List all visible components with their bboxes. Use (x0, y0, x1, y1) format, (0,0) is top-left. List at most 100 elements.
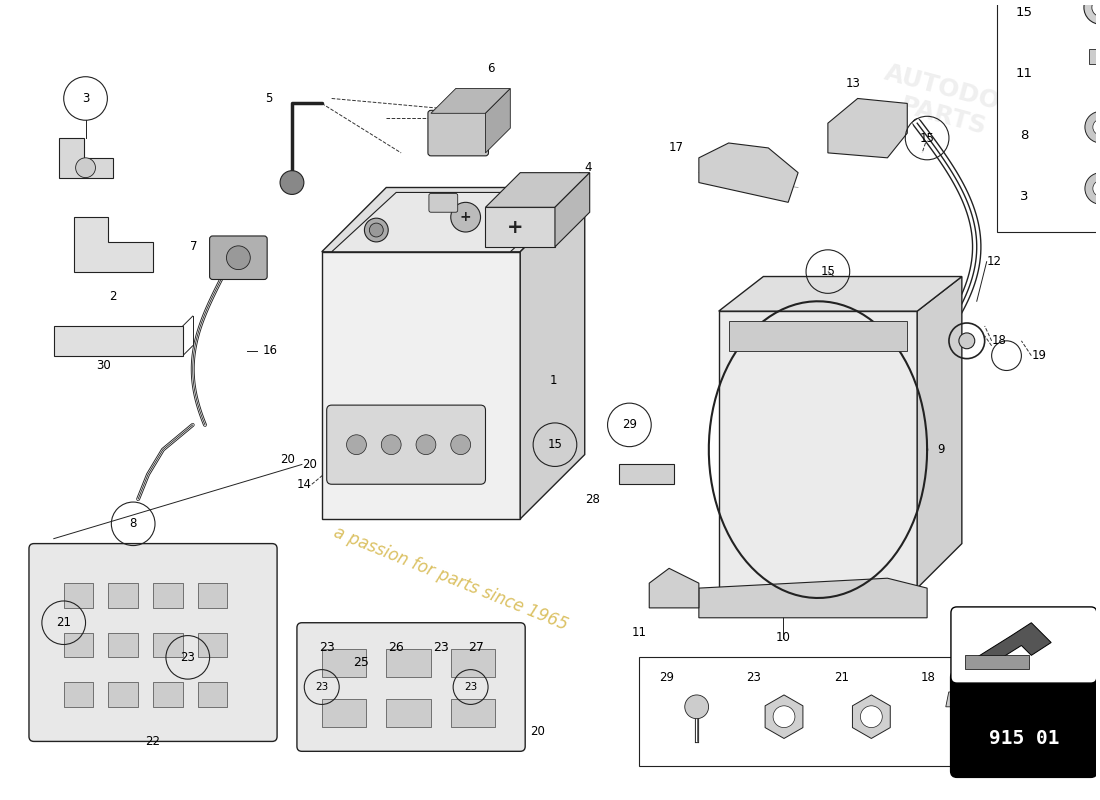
Bar (965, 655, 1030, 670)
Polygon shape (728, 321, 908, 350)
Text: 1: 1 (550, 374, 558, 387)
FancyBboxPatch shape (327, 405, 485, 484)
Bar (64, 682, 94, 707)
FancyBboxPatch shape (950, 671, 1097, 777)
Circle shape (1093, 181, 1100, 197)
Text: 3: 3 (81, 92, 89, 105)
Bar (386, 650, 431, 677)
Polygon shape (321, 252, 520, 519)
Text: 23: 23 (747, 670, 761, 684)
Circle shape (370, 223, 383, 237)
FancyBboxPatch shape (429, 194, 458, 212)
Bar (639, 658, 999, 766)
Polygon shape (698, 578, 927, 618)
Text: 9: 9 (937, 443, 945, 456)
Text: 14: 14 (297, 478, 311, 490)
Polygon shape (766, 695, 803, 738)
Text: 15: 15 (821, 265, 835, 278)
Text: 26: 26 (388, 641, 404, 654)
Polygon shape (74, 217, 153, 271)
Text: 10: 10 (776, 631, 791, 644)
Text: 18: 18 (991, 334, 1006, 347)
Text: 20: 20 (530, 725, 544, 738)
FancyBboxPatch shape (29, 543, 277, 742)
Circle shape (76, 158, 96, 178)
Circle shape (773, 706, 795, 727)
Text: AUTODOC
PARTS: AUTODOC PARTS (873, 61, 1020, 146)
Text: +: + (460, 210, 472, 224)
Bar (198, 633, 228, 658)
Polygon shape (718, 277, 961, 311)
Circle shape (364, 218, 388, 242)
Text: VARTA: VARTA (387, 445, 415, 454)
Polygon shape (556, 173, 590, 247)
Bar (386, 699, 431, 726)
Circle shape (959, 333, 975, 349)
Circle shape (227, 246, 251, 270)
Text: 29: 29 (621, 418, 637, 431)
Text: 16: 16 (262, 344, 277, 358)
Polygon shape (718, 311, 917, 588)
Circle shape (1085, 111, 1100, 143)
Circle shape (1084, 0, 1100, 24)
Polygon shape (946, 692, 971, 707)
Text: 12: 12 (987, 255, 1002, 268)
Polygon shape (969, 622, 1052, 662)
Text: 4: 4 (585, 162, 592, 174)
Text: 11: 11 (1015, 67, 1033, 80)
Bar (64, 633, 94, 658)
Polygon shape (321, 187, 585, 252)
Text: 18: 18 (921, 670, 936, 684)
Circle shape (1092, 0, 1100, 16)
Text: 22: 22 (145, 735, 161, 748)
Polygon shape (54, 326, 183, 356)
Text: 23: 23 (464, 682, 477, 692)
Circle shape (416, 434, 436, 454)
FancyBboxPatch shape (428, 110, 488, 156)
Polygon shape (649, 568, 698, 608)
Bar (153, 583, 183, 608)
Text: 25: 25 (353, 656, 370, 669)
Text: 5: 5 (265, 92, 272, 105)
Bar (451, 650, 495, 677)
Circle shape (382, 434, 402, 454)
Circle shape (860, 706, 882, 727)
FancyBboxPatch shape (950, 607, 1097, 683)
Text: a passion for parts since 1965: a passion for parts since 1965 (331, 523, 571, 634)
Bar (1089, 49, 1100, 64)
FancyBboxPatch shape (297, 622, 525, 751)
Text: 20: 20 (301, 458, 317, 471)
Text: 15: 15 (920, 131, 935, 145)
Text: 29: 29 (659, 670, 674, 684)
Bar (109, 682, 139, 707)
Text: 21: 21 (834, 670, 849, 684)
Text: 6: 6 (486, 62, 494, 75)
Polygon shape (58, 138, 113, 178)
Bar (198, 583, 228, 608)
FancyBboxPatch shape (210, 236, 267, 279)
Text: 7: 7 (190, 240, 198, 254)
Text: 2: 2 (110, 290, 117, 303)
Circle shape (1093, 119, 1100, 135)
Bar (451, 699, 495, 726)
Bar (198, 682, 228, 707)
Polygon shape (485, 173, 590, 207)
Text: 27: 27 (468, 641, 484, 654)
Text: 8: 8 (1020, 129, 1028, 142)
Polygon shape (485, 89, 510, 153)
Bar (997, 0, 1100, 232)
Text: 23: 23 (315, 682, 329, 692)
Circle shape (1085, 173, 1100, 204)
Text: 23: 23 (180, 651, 195, 664)
Polygon shape (332, 193, 575, 252)
Polygon shape (485, 207, 556, 247)
Polygon shape (431, 89, 510, 114)
Polygon shape (698, 143, 799, 202)
Circle shape (346, 434, 366, 454)
Text: 15: 15 (548, 438, 562, 451)
Circle shape (685, 695, 708, 718)
Text: +: + (507, 218, 524, 237)
Text: 20: 20 (280, 453, 295, 466)
Bar (109, 583, 139, 608)
Text: 23: 23 (433, 641, 449, 654)
